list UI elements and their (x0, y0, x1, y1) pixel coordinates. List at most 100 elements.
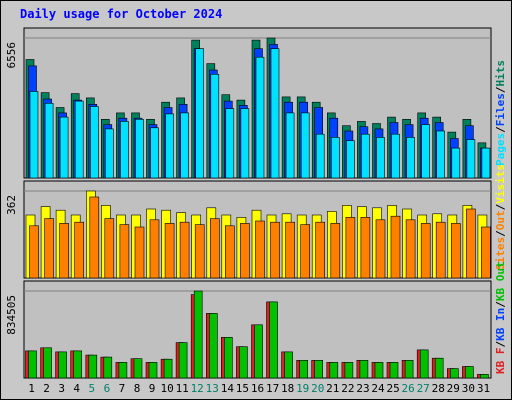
bar-kb-in-day-17 (269, 301, 278, 379)
legend-separator: / (494, 126, 507, 133)
bar-kb-in-day-21 (329, 362, 339, 379)
bar-pages-day-5 (90, 106, 99, 179)
bar-sites-day-3 (59, 223, 69, 279)
bar-sites-day-2 (44, 218, 54, 279)
bar-sites-day-11 (179, 221, 190, 279)
x-tick-label-day-7: 7 (119, 382, 126, 395)
bar-pages-day-15 (240, 108, 250, 179)
bar-sites-day-13 (210, 218, 220, 279)
y-max-label-usage: 6556 (5, 42, 18, 69)
x-tick-label-day-19: 19 (296, 382, 309, 395)
bar-sites-day-4 (74, 221, 84, 279)
bar-kb-in-day-20 (314, 359, 324, 379)
bar-sites-day-26 (405, 219, 416, 279)
x-tick-label-day-24: 24 (371, 382, 385, 395)
bar-kb-in-day-11 (178, 342, 188, 379)
x-tick-label-day-1: 1 (28, 382, 35, 395)
bar-pages-day-29 (451, 147, 461, 179)
legend-usage: Pages/Files/Hits (494, 60, 507, 166)
bar-sites-day-14 (225, 225, 235, 279)
x-tick-label-day-13: 13 (206, 382, 219, 395)
bar-pages-day-28 (436, 130, 446, 179)
bar-sites-day-27 (420, 223, 431, 279)
x-tick-label-day-31: 31 (477, 382, 490, 395)
bar-kb-in-day-15 (239, 346, 248, 379)
legend-item-kb-f: KB F (494, 348, 507, 375)
bar-kb-in-day-31 (480, 374, 489, 379)
bar-pages-day-6 (105, 128, 114, 179)
legend-item-out: Out (494, 210, 507, 230)
bar-pages-day-21 (330, 137, 340, 179)
legend-item-hits: Hits (494, 60, 507, 87)
bar-kb-in-day-3 (58, 351, 67, 379)
x-tick-label-day-5: 5 (88, 382, 95, 395)
legend-item-pages: Pages (494, 133, 507, 166)
x-tick-label-day-2: 2 (43, 382, 50, 395)
legend-visits: Sites/Out/Visits (494, 164, 507, 270)
bar-pages-day-9 (150, 127, 159, 179)
bar-pages-day-31 (481, 147, 491, 179)
bar-pages-day-19 (300, 112, 310, 179)
legend-item-kb-out: KB Out (494, 261, 507, 301)
x-tick-label-day-20: 20 (311, 382, 324, 395)
bar-pages-day-22 (346, 140, 355, 179)
bar-sites-day-16 (255, 220, 265, 279)
bar-sites-day-28 (435, 221, 446, 279)
x-tick-label-day-17: 17 (266, 382, 279, 395)
bar-pages-day-25 (391, 133, 400, 179)
bar-pages-day-10 (165, 113, 174, 179)
bar-pages-day-7 (120, 121, 129, 179)
bar-pages-day-17 (270, 48, 280, 179)
legend-kb: KB F/KB In/KB Out (494, 261, 507, 374)
bar-sites-day-1 (29, 225, 39, 279)
bar-sites-day-5 (89, 196, 100, 279)
bar-kb-in-day-16 (254, 324, 263, 379)
legend-separator: / (494, 301, 507, 308)
legend-separator: / (494, 230, 507, 237)
legend-separator: / (494, 86, 507, 93)
bar-pages-day-24 (376, 137, 385, 179)
x-tick-label-day-11: 11 (176, 382, 189, 395)
bar-pages-day-1 (29, 91, 39, 179)
bar-kb-in-day-18 (284, 351, 293, 379)
bar-sites-day-30 (466, 208, 476, 279)
bar-sites-day-24 (375, 219, 386, 279)
bar-kb-in-day-4 (73, 350, 82, 379)
bar-sites-day-8 (134, 226, 145, 279)
legend-item-visits: Visits (494, 164, 507, 204)
bar-pages-day-30 (466, 139, 476, 179)
x-tick-label-day-26: 26 (401, 382, 414, 395)
bar-kb-in-day-30 (465, 366, 474, 379)
bar-sites-day-22 (345, 217, 356, 279)
bar-kb-in-day-1 (28, 350, 37, 379)
bar-sites-day-17 (270, 221, 280, 279)
x-tick-label-day-3: 3 (58, 382, 65, 395)
x-tick-label-day-14: 14 (221, 382, 235, 395)
bar-pages-day-23 (361, 133, 370, 179)
bar-kb-in-day-10 (163, 358, 173, 379)
bar-kb-in-day-19 (299, 359, 309, 379)
chart-title: Daily usage for October 2024 (20, 7, 223, 21)
bar-sites-day-19 (300, 224, 311, 279)
x-tick-label-day-12: 12 (191, 382, 204, 395)
bar-sites-day-7 (119, 224, 130, 279)
bar-sites-day-20 (315, 221, 326, 279)
x-tick-label-day-18: 18 (281, 382, 294, 395)
bar-sites-day-23 (360, 217, 371, 279)
bar-pages-day-11 (180, 112, 189, 179)
bar-kb-in-day-5 (88, 354, 98, 379)
x-tick-label-day-23: 23 (356, 382, 369, 395)
x-tick-label-day-8: 8 (134, 382, 141, 395)
bar-pages-day-27 (421, 124, 431, 179)
bar-kb-in-day-29 (449, 368, 459, 379)
bar-kb-in-day-7 (118, 362, 128, 379)
bar-kb-in-day-27 (419, 349, 429, 379)
chart-panels (23, 27, 492, 379)
bar-sites-day-18 (285, 221, 295, 279)
bar-sites-day-12 (194, 224, 205, 279)
bar-pages-day-14 (225, 108, 235, 179)
bar-sites-day-21 (330, 223, 341, 279)
